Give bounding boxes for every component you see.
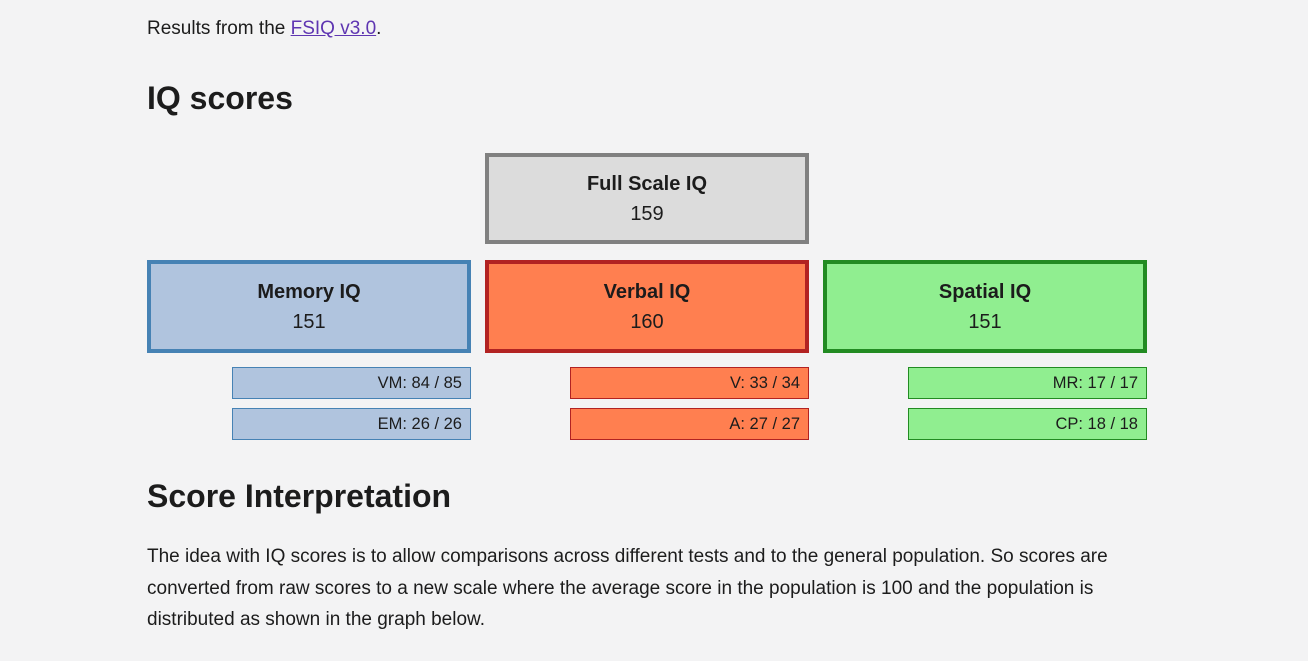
- spatial-subtests: MR: 17 / 17 CP: 18 / 18: [823, 367, 1147, 440]
- memory-iq-box: Memory IQ 151: [147, 260, 471, 353]
- memory-iq-value: 151: [292, 310, 326, 333]
- fsiq-link[interactable]: FSIQ v3.0: [290, 18, 377, 39]
- iq-score-diagram: Full Scale IQ 159 Memory IQ 151 Verbal I…: [147, 153, 1147, 440]
- memory-subtests: VM: 84 / 85 EM: 26 / 26: [147, 367, 471, 440]
- spacer: [147, 153, 471, 244]
- intro-prefix: Results from the: [147, 18, 291, 39]
- subtest-mr-box: MR: 17 / 17: [908, 367, 1147, 399]
- full-scale-iq-value: 159: [630, 202, 664, 225]
- spacer: [823, 153, 1147, 244]
- spatial-iq-label: Spatial IQ: [938, 280, 1032, 303]
- full-scale-iq-box: Full Scale IQ 159: [485, 153, 809, 244]
- verbal-iq-box: Verbal IQ 160: [485, 260, 809, 353]
- subtest-em-box: EM: 26 / 26: [232, 408, 471, 440]
- page-content: Results from the FSIQ v3.0. IQ scores Fu…: [147, 0, 1147, 636]
- full-scale-iq-label: Full Scale IQ: [586, 172, 708, 195]
- score-interpretation-heading: Score Interpretation: [147, 478, 452, 514]
- subtest-cp-box: CP: 18 / 18: [908, 408, 1147, 440]
- verbal-iq-label: Verbal IQ: [603, 280, 691, 303]
- interpretation-paragraph: The idea with IQ scores is to allow comp…: [147, 546, 1108, 630]
- iq-scores-heading: IQ scores: [147, 80, 293, 116]
- subtest-v-box: V: 33 / 34: [570, 367, 809, 399]
- subtest-vm-box: VM: 84 / 85: [232, 367, 471, 399]
- spatial-iq-value: 151: [968, 310, 1002, 333]
- full-scale-row: Full Scale IQ 159: [147, 153, 1147, 244]
- subtest-a-box: A: 27 / 27: [570, 408, 809, 440]
- domain-row: Memory IQ 151 Verbal IQ 160 Spatial IQ 1…: [147, 260, 1147, 353]
- spatial-iq-box: Spatial IQ 151: [823, 260, 1147, 353]
- subtest-row: VM: 84 / 85 EM: 26 / 26 V: 33 / 34 A: 27…: [147, 367, 1147, 440]
- verbal-iq-value: 160: [630, 310, 664, 333]
- verbal-subtests: V: 33 / 34 A: 27 / 27: [485, 367, 809, 440]
- intro-line: Results from the FSIQ v3.0.: [147, 0, 1147, 40]
- memory-iq-label: Memory IQ: [257, 280, 361, 303]
- intro-suffix: .: [376, 18, 382, 39]
